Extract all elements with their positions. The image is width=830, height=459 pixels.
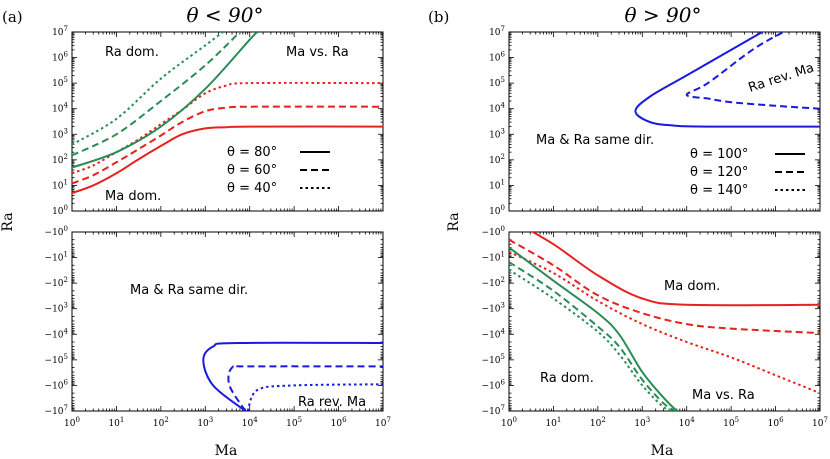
y-tick-label: 103 <box>52 127 68 140</box>
legend-a-entry-1: θ = 80° <box>227 145 277 160</box>
y-tick-label: −101 <box>45 251 68 264</box>
panel-a-xlabel: Ma <box>215 443 238 459</box>
legend-a-entry-2: θ = 60° <box>227 163 277 178</box>
series-line-b-top-blue-solid <box>634 32 820 128</box>
x-tick-label: 101 <box>108 416 124 429</box>
annotation-ra-rev-a: Ra rev. Ma <box>298 395 366 410</box>
y-tick-label: −106 <box>482 378 506 391</box>
series-line-a-bottom-blue-dot <box>246 383 383 411</box>
series-line-a-top-green-solid <box>72 32 259 169</box>
annotation-ra-dom-a: Ra dom. <box>105 45 159 60</box>
legend-a: θ = 80° θ = 60° θ = 40° <box>227 145 330 196</box>
y-tick-label: 106 <box>489 51 505 64</box>
plot-frame <box>71 31 384 212</box>
y-tick-label: −106 <box>45 378 69 391</box>
y-tick-label: −100 <box>45 225 68 238</box>
y-tick-label: −103 <box>45 302 68 315</box>
y-tick-label: −105 <box>482 353 505 366</box>
plot-frame <box>508 231 821 412</box>
series-line-a-top-red-solid <box>72 125 383 195</box>
y-tick-label: 100 <box>52 204 68 217</box>
panel-b-top-axes: 100 101 102 103 104 105 106 107 <box>489 25 821 217</box>
panel-a-top-axes: 100 101 102 103 104 105 106 107 <box>52 25 384 217</box>
panel-b-title: θ > 90° <box>625 3 702 27</box>
annotation-ma-vs-ra-b: Ma vs. Ra <box>692 388 755 403</box>
series-line-b-bottom-green-solid <box>509 246 678 411</box>
series-line-b-top-blue-dash <box>685 32 820 110</box>
annotation-ma-dom-a: Ma dom. <box>105 189 161 204</box>
x-tick-label: 106 <box>331 416 347 429</box>
annotation-same-dir-b: Ma & Ra same dir. <box>536 133 654 148</box>
panel-b-label: (b) <box>428 8 449 26</box>
x-tick-label: 102 <box>153 416 169 429</box>
y-tick-label: −102 <box>45 276 68 289</box>
y-tick-label: −100 <box>482 225 505 238</box>
panel-b-xlabel: Ma <box>651 443 674 459</box>
x-tick-label: 101 <box>545 416 561 429</box>
series-line-a-top-red-dash <box>72 105 383 185</box>
series-line-a-top-green-dash <box>72 32 241 157</box>
y-tick-label: −101 <box>482 251 505 264</box>
panel-b-ylabel: Ra <box>446 212 462 231</box>
x-tick-label: 105 <box>286 416 302 429</box>
x-tick-label: 104 <box>679 416 695 429</box>
x-tick-label: 102 <box>590 416 606 429</box>
annotation-ma-dom-b: Ma dom. <box>664 279 720 294</box>
panel-a-label: (a) <box>2 8 23 26</box>
annotation-ra-rev-b: Ra rev. Ma <box>747 61 816 96</box>
y-tick-label: 103 <box>489 127 505 140</box>
series-line-b-bottom-red-dash <box>509 238 820 335</box>
x-tick-label: 104 <box>242 416 258 429</box>
y-tick-label: 102 <box>52 153 68 166</box>
x-tick-label: 103 <box>634 416 650 429</box>
x-tick-label: 100 <box>501 416 517 429</box>
legend-b-entry-2: θ = 120° <box>690 165 748 180</box>
series-line-a-bottom-blue-solid <box>202 341 383 411</box>
y-tick-label: 107 <box>52 25 68 38</box>
legend-b-entry-1: θ = 100° <box>690 147 748 162</box>
y-tick-label: −107 <box>45 404 68 417</box>
y-tick-label: 101 <box>489 178 505 191</box>
y-tick-label: −104 <box>482 327 506 340</box>
x-tick-label: 105 <box>723 416 739 429</box>
series-line-b-bottom-green-dash <box>509 261 676 411</box>
annotation-ra-dom-b: Ra dom. <box>540 371 594 386</box>
plot-frame <box>71 231 384 412</box>
legend-b-entry-3: θ = 140° <box>690 183 748 198</box>
y-tick-label: 100 <box>489 204 505 217</box>
panel-a-ylabel: Ra <box>0 212 16 231</box>
y-tick-label: −103 <box>482 302 505 315</box>
y-tick-label: −107 <box>482 404 505 417</box>
y-tick-label: −102 <box>482 276 505 289</box>
panel-a-title: θ < 90° <box>187 3 264 27</box>
panel-a-bottom-axes: 100 −100 101 −101 102 −102 103 −103 104 −104 105 −1… <box>45 225 391 429</box>
y-tick-label: 104 <box>489 102 505 115</box>
legend-b: θ = 100° θ = 120° θ = 140° <box>690 147 805 198</box>
x-tick-label: 106 <box>768 416 784 429</box>
y-tick-label: 105 <box>52 76 68 89</box>
x-tick-label: 100 <box>64 416 80 429</box>
y-tick-label: 104 <box>52 102 68 115</box>
annotation-ma-vs-ra-a: Ma vs. Ra <box>286 45 349 60</box>
panel-b-bottom-axes: 100 −100 101 −101 102 −102 103 −103 104 −104 105 −1… <box>482 225 828 429</box>
y-tick-label: 106 <box>52 51 68 64</box>
annotation-same-dir-a: Ma & Ra same dir. <box>130 283 248 298</box>
y-tick-label: 107 <box>489 25 505 38</box>
y-tick-label: 102 <box>489 153 505 166</box>
series-line-b-bottom-green-dot <box>509 268 674 411</box>
y-tick-label: −104 <box>45 327 69 340</box>
series-line-a-top-green-dot <box>72 32 224 146</box>
y-tick-label: 101 <box>52 178 68 191</box>
plot-frame <box>508 31 821 212</box>
x-tick-label: 103 <box>197 416 213 429</box>
x-tick-label: 107 <box>375 416 391 429</box>
x-tick-label: 107 <box>812 416 828 429</box>
series-line-a-bottom-blue-dash <box>227 364 383 411</box>
legend-a-entry-3: θ = 40° <box>227 181 277 196</box>
y-tick-label: −105 <box>45 353 68 366</box>
series-line-b-bottom-red-solid <box>530 232 820 307</box>
y-tick-label: 105 <box>489 76 505 89</box>
